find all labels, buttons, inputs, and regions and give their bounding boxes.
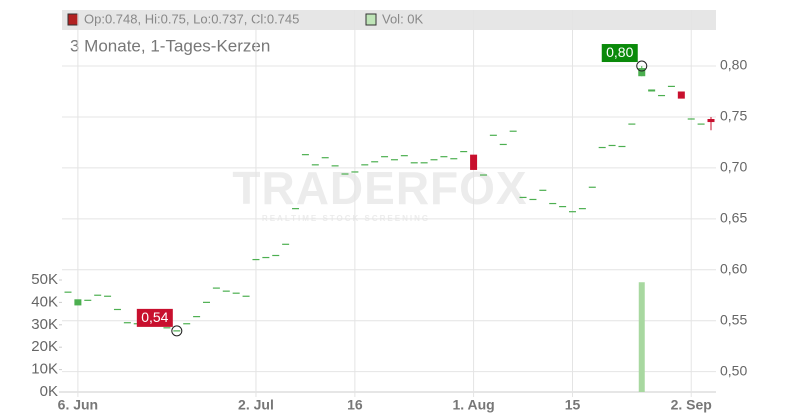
y2-tick-label: 40K (31, 293, 58, 310)
candle-body (74, 299, 82, 306)
header-bar (62, 10, 716, 30)
subtitle: 3 Monate, 1-Tages-Kerzen (70, 36, 270, 55)
header-ohlc: Op:0.748, Hi:0.75, Lo:0.737, Cl:0.745 (84, 11, 299, 26)
ohlc-legend-swatch (67, 13, 79, 26)
y-tick-label: 0,60 (720, 260, 747, 276)
candle-body (707, 118, 715, 123)
y2-tick-label: 10K (31, 361, 58, 378)
y-tick-label: 0,75 (720, 108, 747, 124)
y-tick-label: 0,80 (720, 57, 747, 73)
y2-tick-label: 50K (31, 271, 58, 288)
candle-body (638, 68, 646, 77)
y-tick-label: 0,50 (720, 362, 747, 378)
volume-legend-swatch (365, 13, 377, 26)
x-tick-label: 2. Jul (238, 397, 274, 413)
annotation-label: 0,54 (141, 309, 168, 325)
header-volume: Vol: 0K (382, 11, 424, 26)
candle-body (648, 89, 656, 92)
watermark: TRADERFOX (232, 162, 527, 214)
x-tick-label: 2. Sep (671, 397, 712, 413)
volume-bar (638, 282, 645, 392)
candle-body (470, 154, 478, 170)
candle-body (677, 91, 685, 99)
extreme-marker (171, 325, 183, 337)
x-tick-label: 16 (347, 397, 363, 413)
annotation-label: 0,80 (606, 44, 633, 60)
y2-tick-label: 20K (31, 338, 58, 355)
annotation-box (601, 44, 638, 63)
y2-tick-label: 30K (31, 316, 58, 333)
x-tick-label: 15 (565, 397, 581, 413)
x-tick-label: 6. Jun (58, 397, 98, 413)
y-tick-label: 0,65 (720, 210, 747, 226)
y2-tick-label: 0K (40, 383, 58, 400)
y-tick-label: 0,70 (720, 159, 747, 175)
extreme-marker (636, 60, 648, 72)
y-tick-label: 0,55 (720, 311, 747, 327)
x-tick-label: 1. Aug (452, 397, 494, 413)
annotation-box (136, 308, 173, 327)
